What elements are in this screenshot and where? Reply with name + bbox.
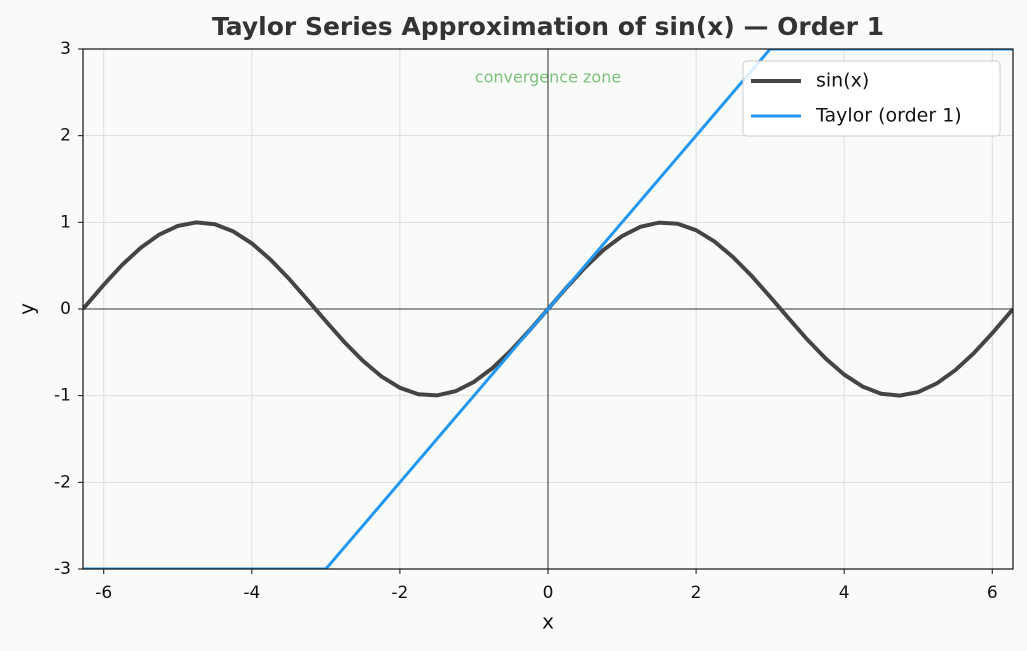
y-tick-label: -2	[54, 472, 71, 492]
x-axis-label: x	[542, 610, 554, 634]
y-tick-label: -3	[54, 559, 71, 579]
y-tick-label: 3	[60, 39, 71, 59]
y-axis-label: y	[15, 303, 39, 315]
x-tick-label: -6	[95, 583, 112, 603]
x-tick-label: 0	[543, 583, 554, 603]
legend-box	[742, 60, 1001, 137]
plot-frame	[82, 48, 1014, 570]
y-tick-label: -1	[54, 386, 71, 406]
y-tick-label: 0	[60, 299, 71, 319]
legend-label: sin(x)	[816, 70, 869, 92]
x-tick-label: -4	[243, 583, 260, 603]
chart-title: Taylor Series Approximation of sin(x) — …	[212, 12, 884, 41]
legend-label: Taylor (order 1)	[815, 105, 962, 127]
series-line	[83, 49, 1013, 569]
x-tick-label: 2	[691, 583, 702, 603]
x-tick-label: 6	[987, 583, 998, 603]
x-tick-label: -2	[391, 583, 408, 603]
x-tick-label: 4	[839, 583, 850, 603]
legend: sin(x) Taylor (order 1)	[742, 60, 1001, 137]
y-tick-label: 1	[60, 212, 71, 232]
y-tick-label: 2	[60, 126, 71, 146]
